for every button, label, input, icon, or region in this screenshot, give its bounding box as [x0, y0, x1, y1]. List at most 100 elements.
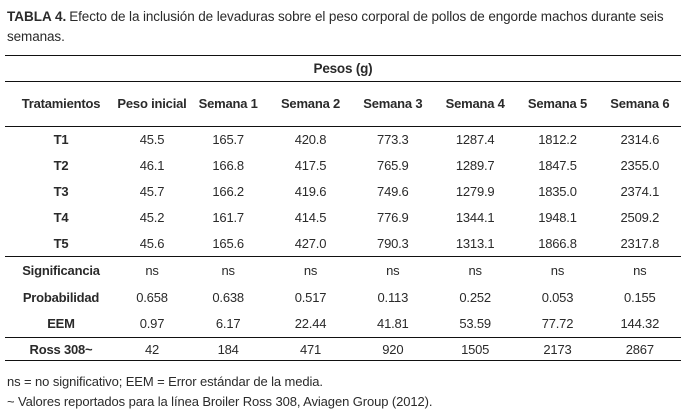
- cell: 45.5: [139, 132, 165, 148]
- cell: 773.3: [377, 132, 409, 148]
- cell: 0.053: [541, 289, 574, 305]
- cell: 920: [382, 341, 404, 357]
- cell: ns: [468, 262, 482, 278]
- row-label: T2: [53, 158, 69, 173]
- cell: ns: [386, 262, 400, 278]
- table-row-probabilidad: Probabilidad 0.658 0.638 0.517 0.113 0.2…: [5, 284, 681, 311]
- span-header: Pesos (g): [313, 61, 373, 76]
- cell: 1313.1: [455, 235, 495, 251]
- col-header-tratamientos: Tratamientos: [21, 96, 101, 111]
- cell: 2173: [543, 341, 572, 357]
- cell: 1835.0: [538, 184, 577, 199]
- cell: 1847.5: [538, 158, 577, 173]
- table-row-t5: T5 45.6 165.6 427.0 790.3 1313.1 1866.8 …: [5, 231, 681, 257]
- cell: 165.6: [212, 235, 244, 251]
- cell: 420.8: [294, 132, 327, 148]
- cell: 471: [299, 341, 322, 357]
- row-label: Probabilidad: [22, 289, 100, 305]
- cell: 184: [217, 341, 239, 357]
- footnote-ns-eem: ns = no significativo; EEM = Error están…: [7, 374, 323, 389]
- cell: ns: [303, 262, 318, 278]
- cell: 166.8: [212, 158, 244, 173]
- table-row-ross-308: Ross 308~ 42 184 471 920 1505 2173 2867: [5, 338, 681, 361]
- col-header-semana-3: Semana 3: [363, 96, 423, 111]
- cell: 144.32: [620, 316, 660, 332]
- column-header-row: Tratamientos Peso inicial Semana 1 Seman…: [5, 82, 681, 127]
- col-header-semana-4: Semana 4: [445, 96, 505, 111]
- cell: 1866.8: [538, 235, 577, 251]
- cell: 166.2: [212, 184, 244, 199]
- span-header-row: Pesos (g): [5, 56, 681, 82]
- cell: 53.59: [459, 316, 491, 332]
- cell: 46.1: [139, 158, 165, 173]
- table-caption: TABLA 4. Efecto de la inclusión de levadu…: [0, 0, 686, 47]
- row-label: Significancia: [22, 262, 100, 278]
- cell: 414.5: [294, 210, 327, 225]
- cell: 765.9: [377, 158, 409, 173]
- cell: 1505: [461, 341, 490, 357]
- cell: 45.2: [139, 210, 165, 225]
- cell: 22.44: [294, 316, 327, 332]
- cell: 0.252: [459, 289, 491, 305]
- cell: 427.0: [294, 235, 327, 251]
- cell: 2867: [625, 341, 654, 357]
- table-row-significancia: Significancia ns ns ns ns ns ns ns: [5, 257, 681, 284]
- cell: ns: [145, 262, 159, 278]
- cell: 45.7: [139, 184, 165, 199]
- cell: 790.3: [377, 235, 409, 251]
- cell: 1948.1: [538, 210, 577, 225]
- row-label: T4: [53, 210, 69, 225]
- col-header-peso-inicial: Peso inicial: [117, 96, 187, 111]
- cell: 417.5: [294, 158, 327, 173]
- col-header-semana-6: Semana 6: [610, 96, 670, 111]
- footnotes: ns = no significativo; EEM = Error están…: [7, 372, 686, 412]
- table-caption-label: TABLA 4.: [7, 9, 67, 24]
- cell: 749.6: [377, 184, 409, 199]
- cell: 1289.7: [455, 158, 495, 173]
- row-label: Ross 308~: [29, 341, 93, 357]
- cell: 2317.8: [620, 235, 660, 251]
- row-label: T5: [53, 235, 69, 251]
- row-label: EEM: [47, 316, 75, 332]
- cell: 0.638: [212, 289, 244, 305]
- table-caption-text: Efecto de la inclusión de levaduras sobr…: [7, 9, 664, 44]
- cell: 419.6: [294, 184, 327, 199]
- col-header-semana-1: Semana 1: [198, 96, 258, 111]
- cell: 0.658: [136, 289, 168, 305]
- cell: 1279.9: [455, 184, 495, 199]
- cell: 42: [144, 341, 160, 357]
- cell: 0.517: [294, 289, 327, 305]
- cell: 0.97: [139, 316, 165, 332]
- cell: 1812.2: [538, 132, 577, 148]
- cell: 2314.6: [620, 132, 660, 148]
- table-row-t1: T1 45.5 165.7 420.8 773.3 1287.4 1812.2 …: [5, 127, 681, 153]
- cell: ns: [221, 262, 235, 278]
- cell: 45.6: [139, 235, 165, 251]
- cell: ns: [550, 262, 565, 278]
- cell: 1344.1: [455, 210, 495, 225]
- cell: 161.7: [212, 210, 244, 225]
- footnote-ross-source: ~ Valores reportados para la línea Broil…: [7, 394, 433, 409]
- cell: 0.113: [377, 289, 409, 305]
- cell: 2509.2: [620, 210, 660, 225]
- cell: 2374.1: [620, 184, 660, 199]
- table-row-t3: T3 45.7 166.2 419.6 749.6 1279.9 1835.0 …: [5, 179, 681, 205]
- cell: 165.7: [212, 132, 244, 148]
- row-label: T3: [53, 184, 69, 199]
- data-table: Pesos (g) Tratamientos Peso inicial Sema…: [5, 55, 681, 361]
- col-header-semana-2: Semana 2: [280, 96, 341, 111]
- cell: 0.155: [624, 289, 656, 305]
- cell: ns: [633, 262, 647, 278]
- table-row-eem: EEM 0.97 6.17 22.44 41.81 53.59 77.72 14…: [5, 311, 681, 338]
- cell: 41.81: [377, 316, 409, 332]
- cell: 77.72: [541, 316, 574, 332]
- cell: 2355.0: [620, 158, 660, 173]
- table-row-t2: T2 46.1 166.8 417.5 765.9 1289.7 1847.5 …: [5, 153, 681, 179]
- row-label: T1: [53, 132, 69, 148]
- col-header-semana-5: Semana 5: [527, 96, 588, 111]
- cell: 776.9: [377, 210, 409, 225]
- cell: 1287.4: [455, 132, 495, 148]
- cell: 6.17: [215, 316, 241, 332]
- table-row-t4: T4 45.2 161.7 414.5 776.9 1344.1 1948.1 …: [5, 205, 681, 231]
